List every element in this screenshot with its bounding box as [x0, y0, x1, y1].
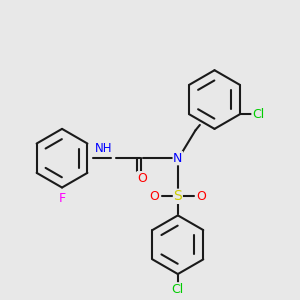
Text: Cl: Cl: [252, 108, 264, 121]
Text: S: S: [173, 189, 182, 203]
Text: NH: NH: [95, 142, 112, 155]
Text: O: O: [149, 190, 159, 203]
Text: Cl: Cl: [172, 283, 184, 296]
Text: N: N: [173, 152, 182, 165]
Text: O: O: [196, 190, 206, 203]
Text: F: F: [58, 192, 66, 205]
Text: O: O: [137, 172, 147, 184]
